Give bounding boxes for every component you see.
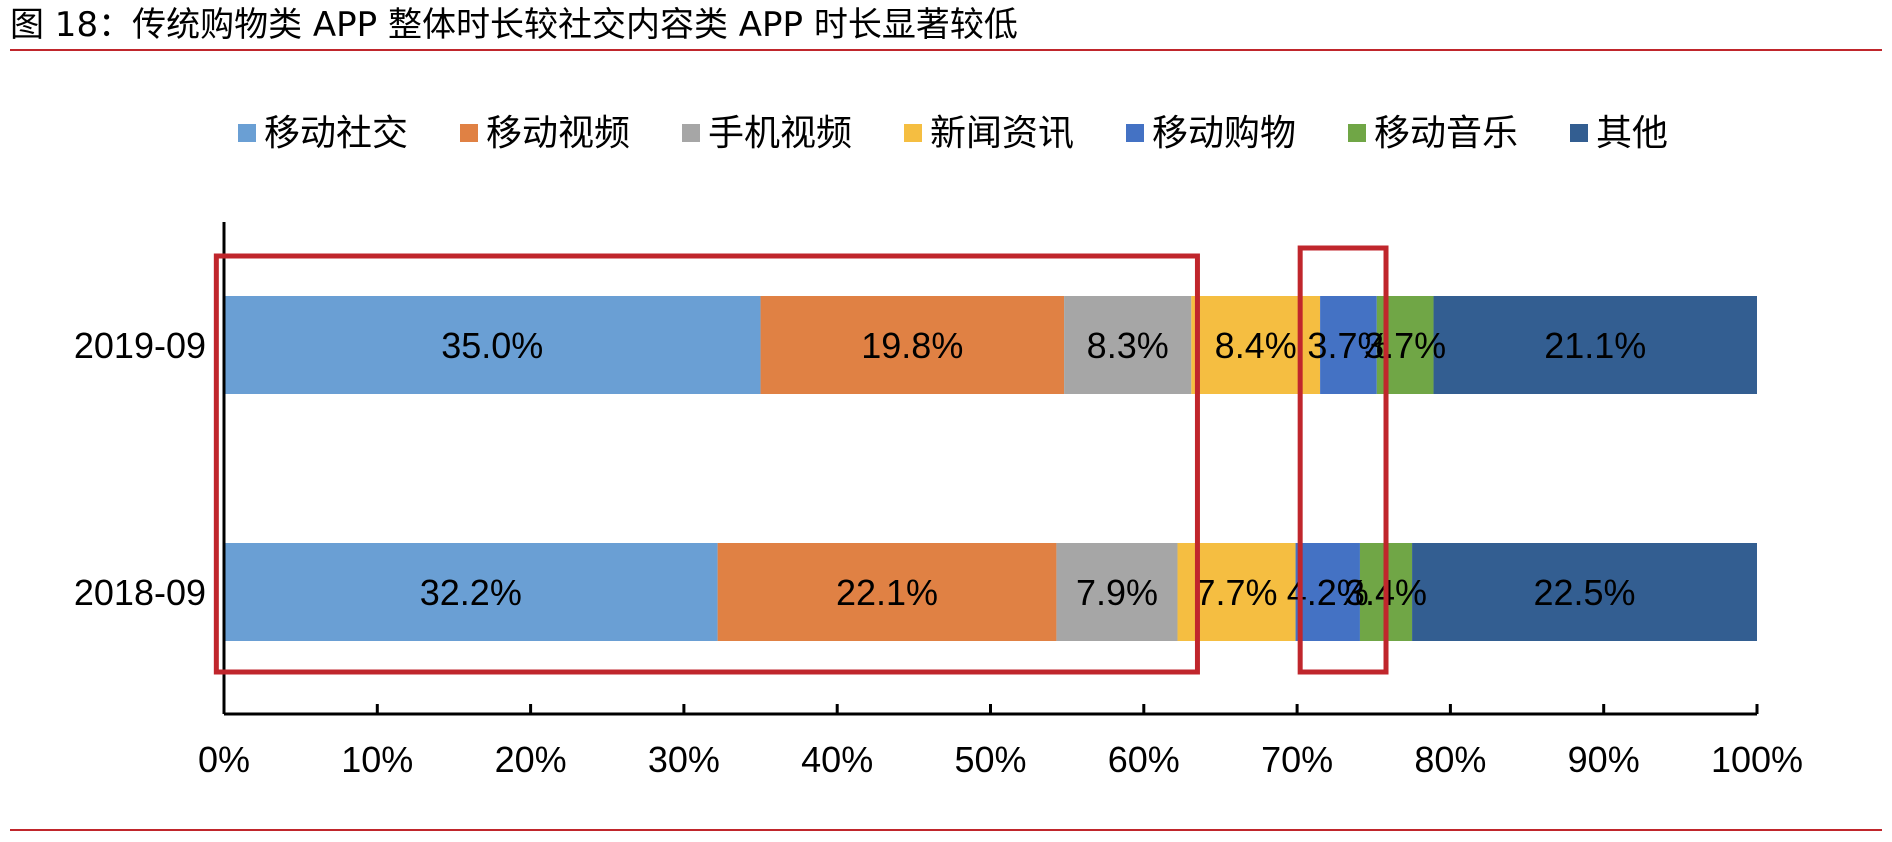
data-label: 3.7%	[1364, 325, 1446, 366]
x-tick-label: 0%	[198, 739, 250, 780]
bar-segment	[1056, 543, 1178, 641]
data-label: 35.0%	[441, 325, 543, 366]
x-tick-label: 20%	[495, 739, 567, 780]
legend-label: 新闻资讯	[930, 112, 1074, 153]
social-content-box	[213, 253, 1200, 675]
bar-segment	[1320, 296, 1377, 394]
title-divider	[10, 49, 1882, 51]
bar-segment	[717, 543, 1057, 641]
x-tick-label: 90%	[1568, 739, 1640, 780]
x-tick-label: 50%	[954, 739, 1026, 780]
legend-swatch	[460, 124, 478, 142]
data-label: 7.9%	[1076, 572, 1158, 613]
legend: 移动社交 移动视频 手机视频 新闻资讯 移动购物 移动音乐 其他	[238, 112, 1668, 153]
legend-swatch	[1126, 124, 1144, 142]
data-label: 8.4%	[1215, 325, 1297, 366]
x-tick-label: 10%	[341, 739, 413, 780]
data-label: 32.2%	[420, 572, 522, 613]
data-label: 8.3%	[1087, 325, 1169, 366]
figure-title: 图 18：传统购物类 APP 整体时长较社交内容类 APP 时长显著较低	[10, 5, 1018, 45]
bar-segment	[224, 296, 761, 394]
data-label: 22.1%	[836, 572, 938, 613]
x-tick-label: 80%	[1414, 739, 1486, 780]
bar-segment	[224, 543, 718, 641]
data-label: 19.8%	[861, 325, 963, 366]
legend-swatch	[682, 124, 700, 142]
legend-swatch	[904, 124, 922, 142]
legend-label: 移动购物	[1152, 112, 1296, 153]
x-tick-label: 100%	[1711, 739, 1803, 780]
bar-segment	[760, 296, 1065, 394]
legend-label: 移动音乐	[1374, 112, 1518, 153]
x-tick-label: 30%	[648, 739, 720, 780]
bar-segment	[1433, 296, 1757, 394]
bottom-divider	[10, 829, 1882, 831]
category-label: 2019-09	[74, 325, 206, 366]
bar-segment	[1295, 543, 1360, 641]
category-label: 2018-09	[74, 572, 206, 613]
data-label: 22.5%	[1533, 572, 1635, 613]
legend-swatch	[238, 124, 256, 142]
shopping-box	[1297, 245, 1389, 675]
highlight-boxes	[213, 245, 1389, 675]
x-tick-label: 70%	[1261, 739, 1333, 780]
data-label: 3.7%	[1307, 325, 1389, 366]
legend-label: 移动社交	[264, 112, 408, 153]
bar-segment	[1412, 543, 1757, 641]
data-label: 7.7%	[1196, 572, 1278, 613]
bar-segment	[1064, 296, 1192, 394]
legend-label: 移动视频	[486, 112, 630, 153]
legend-label: 手机视频	[708, 112, 852, 153]
x-tick-label: 40%	[801, 739, 873, 780]
bars: 35.0% 19.8% 8.3% 8.4% 3.7%3.7% 21.1%2019-0932…	[74, 296, 1757, 641]
axes: 0% 10% 20% 30% 40% 50% 60% 70% 80% 90% 100%	[198, 222, 1803, 780]
legend-label: 其他	[1596, 112, 1668, 153]
legend-swatch	[1348, 124, 1366, 142]
x-tick-label: 60%	[1108, 739, 1180, 780]
legend-swatch	[1570, 124, 1588, 142]
data-label: 21.1%	[1544, 325, 1646, 366]
